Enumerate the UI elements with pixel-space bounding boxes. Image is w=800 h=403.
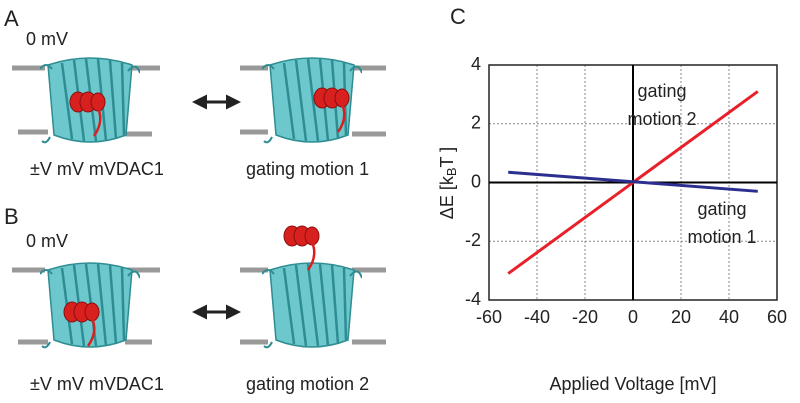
caption: ±V mV mVDAC1 bbox=[30, 374, 164, 394]
panel-label: B bbox=[4, 204, 19, 229]
protein bbox=[262, 263, 362, 347]
y-tick-label: 2 bbox=[471, 113, 481, 133]
x-tick-label: -40 bbox=[524, 307, 550, 327]
panel-b: B 0 mV ±V mV mVDAC1 gating motion 2 bbox=[4, 204, 386, 394]
x-tick-label: -60 bbox=[476, 307, 502, 327]
x-tick-label: -20 bbox=[572, 307, 598, 327]
panel-a: A 0 mV ±V mV mVDAC1 gating motion 1 bbox=[4, 6, 386, 179]
voltage-label: 0 mV bbox=[26, 231, 68, 251]
caption: ±V mV mVDAC1 bbox=[30, 159, 164, 179]
x-tick-label: 40 bbox=[719, 307, 739, 327]
annotation: motion 1 bbox=[687, 227, 756, 247]
x-tick-label: 20 bbox=[671, 307, 691, 327]
x-tick-label: 60 bbox=[767, 307, 787, 327]
y-tick-label: 0 bbox=[471, 171, 481, 191]
y-axis-title-part: ΔE [k bbox=[437, 175, 457, 219]
y-axis-title-part: T ] bbox=[437, 147, 457, 168]
annotation: motion 2 bbox=[627, 109, 696, 129]
x-tick-label: 0 bbox=[628, 307, 638, 327]
panel-label: C bbox=[450, 4, 466, 29]
y-tick-label: -4 bbox=[465, 289, 481, 309]
x-axis-title: Applied Voltage [mV] bbox=[549, 374, 716, 394]
annotation: gating bbox=[697, 199, 746, 219]
y-tick-label: -2 bbox=[465, 230, 481, 250]
chart: C Applied Voltage [mV] ΔE [kBT ] -60 -40-… bbox=[437, 4, 787, 394]
y-tick-label: 4 bbox=[471, 54, 481, 74]
series-line bbox=[508, 170, 758, 193]
voltage-label: 0 mV bbox=[26, 29, 68, 49]
caption: gating motion 2 bbox=[246, 374, 369, 394]
annotation: gating bbox=[637, 81, 686, 101]
y-axis-title: ΔE [kBT ] bbox=[437, 147, 460, 219]
panel-label: A bbox=[4, 6, 19, 31]
caption: gating motion 1 bbox=[246, 159, 369, 179]
y-axis-title-part: B bbox=[444, 167, 459, 176]
